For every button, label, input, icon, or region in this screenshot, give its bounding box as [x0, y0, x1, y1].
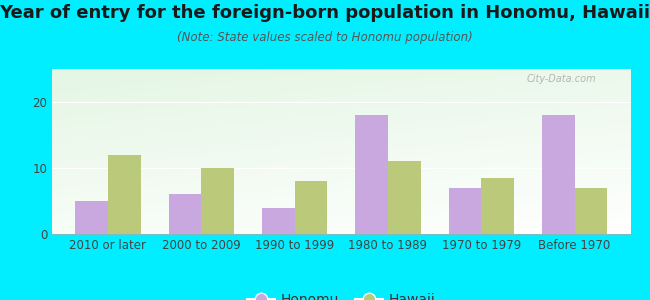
Bar	[388, 161, 421, 234]
Bar	[168, 194, 202, 234]
Text: Year of entry for the foreign-born population in Honomu, Hawaii: Year of entry for the foreign-born popul…	[0, 4, 650, 22]
Text: City-Data.com: City-Data.com	[526, 74, 596, 84]
Bar	[356, 115, 388, 234]
Text: (Note: State values scaled to Honomu population): (Note: State values scaled to Honomu pop…	[177, 32, 473, 44]
Bar	[448, 188, 481, 234]
Bar	[75, 201, 108, 234]
Bar	[542, 115, 575, 234]
Bar	[481, 178, 514, 234]
Bar	[202, 168, 234, 234]
Legend: Honomu, Hawaii: Honomu, Hawaii	[241, 288, 441, 300]
Bar	[108, 155, 140, 234]
Bar	[575, 188, 607, 234]
Bar	[294, 181, 327, 234]
Bar	[262, 208, 294, 234]
